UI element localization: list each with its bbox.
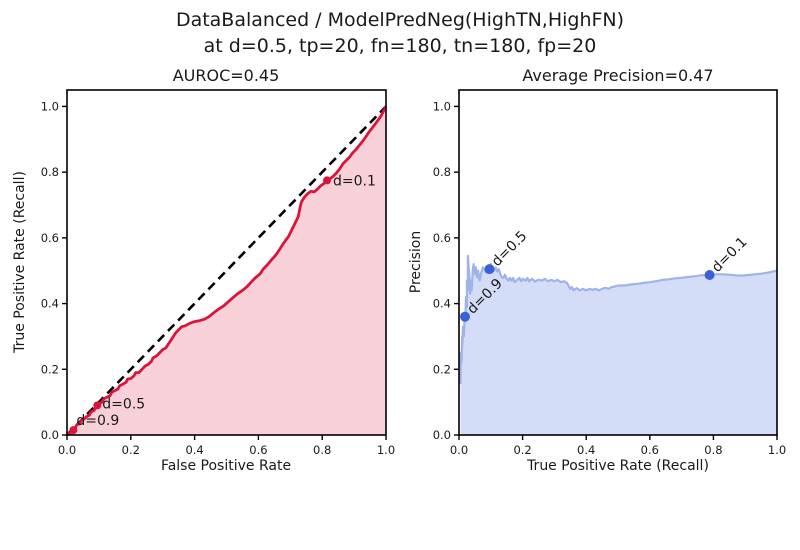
pr-ytick-label: 0.2: [433, 362, 451, 376]
roc-ytick-label: 0.6: [41, 231, 59, 245]
roc-xtick-label: 0.0: [58, 443, 76, 457]
roc-ytick-label: 0.4: [41, 297, 59, 311]
pr-threshold-annotation: d=0.1: [709, 234, 751, 276]
pr-ytick-label: 0.4: [433, 297, 451, 311]
pr-ytick-label: 1.0: [433, 99, 451, 113]
pr-xtick-label: 0.2: [513, 443, 531, 457]
roc-threshold-annotation: d=0.1: [333, 173, 376, 189]
roc-ytick-label: 0.8: [41, 165, 59, 179]
figure-title-line1: DataBalanced / ModelPredNeg(HighTN,HighF…: [175, 9, 625, 31]
roc-plot-title: AUROC=0.45: [173, 66, 280, 85]
pr-plot-border: [458, 89, 778, 436]
figure-title: DataBalanced / ModelPredNeg(HighTN,HighF…: [0, 7, 800, 59]
pr-threshold-point-d=0.9: [460, 311, 470, 322]
figure-title-line2: at d=0.5, tp=20, fn=180, tn=180, fp=20: [203, 35, 597, 57]
roc-threshold-point-d=0.9: [69, 426, 78, 435]
roc-fill-area: [67, 106, 386, 436]
pr-yaxis-label: Precision: [408, 231, 424, 293]
pr-threshold-point-d=0.5: [484, 264, 495, 275]
chance-diagonal-line: [66, 105, 387, 436]
pr-xaxis-label: True Positive Rate (Recall): [526, 458, 709, 474]
roc-ytick-label: 0.0: [41, 428, 59, 442]
pr-xtick-label: 0.4: [577, 443, 595, 457]
pr-fill-area: [460, 255, 777, 435]
pr-threshold-annotation: d=0.5: [489, 228, 531, 270]
pr-xtick-label: 0.6: [641, 443, 659, 457]
roc-threshold-point-d=0.1: [323, 176, 331, 185]
roc-xtick-label: 0.4: [185, 443, 203, 457]
roc-plot-area: 0.0 0.2 0.4 0.6 0.8 1.0 0.0 0.2 0.4 0.6 0.8 1.0 d=0.…: [41, 89, 395, 457]
roc-threshold-annotation: d=0.9: [76, 413, 119, 429]
pr-ytick-label: 0.6: [433, 231, 451, 245]
pr-plot-area: 0.0 0.2 0.4 0.6 0.8 1.0 0.0 0.2 0.4 0.6 0.8 1.0 d=0.…: [433, 89, 786, 457]
roc-xtick-label: 0.2: [122, 443, 140, 457]
roc-threshold-annotation: d=0.5: [102, 396, 145, 412]
roc-xaxis-label: False Positive Rate: [161, 458, 291, 474]
pr-xtick-label: 0.0: [450, 443, 468, 457]
roc-threshold-point-d=0.5: [93, 401, 102, 410]
roc-yaxis-label: True Positive Rate (Recall): [12, 171, 28, 354]
roc-ytick-label: 0.2: [41, 362, 59, 376]
roc-curve: [66, 105, 388, 436]
pr-curve: [459, 254, 778, 385]
pr-xtick-label: 1.0: [768, 443, 786, 457]
roc-ytick-label: 1.0: [41, 99, 59, 113]
pr-plot-title: Average Precision=0.47: [522, 66, 713, 85]
roc-xtick-label: 0.6: [249, 443, 267, 457]
pr-ytick-label: 0.0: [433, 428, 451, 442]
pr-ytick-label: 0.8: [433, 165, 451, 179]
roc-xtick-label: 1.0: [377, 443, 395, 457]
pr-threshold-point-d=0.1: [704, 270, 715, 280]
roc-plot-border: [66, 89, 387, 436]
pr-xtick-label: 0.8: [704, 443, 722, 457]
roc-xtick-label: 0.8: [313, 443, 331, 457]
